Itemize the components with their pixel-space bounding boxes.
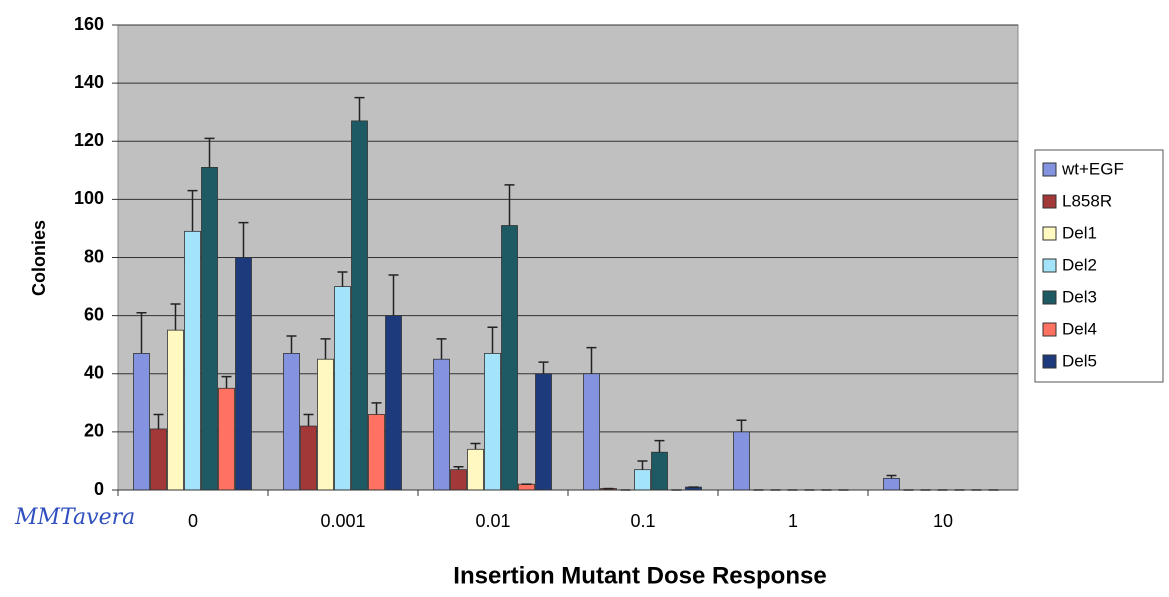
legend-label: Del5 xyxy=(1062,351,1097,370)
y-tick-label: 100 xyxy=(74,188,104,208)
error-bar xyxy=(654,439,665,453)
y-tick-label: 40 xyxy=(84,363,104,383)
legend-swatch xyxy=(1042,226,1057,241)
bar xyxy=(300,425,317,491)
y-tick-label: 160 xyxy=(74,14,104,34)
error-bar xyxy=(354,96,365,121)
error-bar xyxy=(470,442,481,450)
error-bar xyxy=(504,184,515,226)
bar xyxy=(484,353,501,491)
x-tick-label: 1 xyxy=(788,511,798,531)
error-bar xyxy=(320,338,331,360)
error-bar xyxy=(371,402,382,415)
error-bar xyxy=(487,326,498,354)
error-bar xyxy=(153,413,164,429)
bar xyxy=(433,358,450,491)
x-tick-label: 10 xyxy=(933,511,953,531)
legend-swatch xyxy=(1042,322,1057,337)
error-bar xyxy=(736,419,747,432)
x-tick-label: 0.001 xyxy=(320,511,365,531)
bar xyxy=(883,477,900,491)
bar xyxy=(368,414,385,491)
x-tick-label: 0.01 xyxy=(475,511,510,531)
bar xyxy=(150,428,167,491)
error-bar xyxy=(637,460,648,470)
bar xyxy=(167,329,184,491)
error-bar xyxy=(286,335,297,354)
bar xyxy=(501,225,518,491)
legend-swatch xyxy=(1042,290,1057,305)
legend-label: Del2 xyxy=(1062,255,1097,274)
error-bar xyxy=(388,274,399,316)
error-bar xyxy=(303,413,314,427)
legend-label: L858R xyxy=(1062,191,1112,210)
legend-swatch xyxy=(1042,354,1057,369)
bar xyxy=(283,353,300,491)
bar xyxy=(634,469,651,491)
y-tick-label: 140 xyxy=(74,72,104,92)
bar xyxy=(133,353,150,491)
error-bar xyxy=(238,221,249,258)
bar xyxy=(450,469,467,491)
legend-swatch xyxy=(1042,258,1057,273)
error-bar xyxy=(886,474,897,479)
x-tick-label: 0.1 xyxy=(630,511,655,531)
error-bar xyxy=(453,466,464,470)
error-bar xyxy=(436,338,447,360)
y-axis-label: Colonies xyxy=(29,220,49,296)
y-tick-label: 120 xyxy=(74,130,104,150)
legend-label: wt+EGF xyxy=(1061,159,1124,178)
y-tick-label: 80 xyxy=(84,246,104,266)
legend-label: Del1 xyxy=(1062,223,1097,242)
bar xyxy=(235,257,252,491)
error-bar xyxy=(538,361,549,374)
bar xyxy=(467,448,484,491)
bar xyxy=(535,373,552,491)
bar xyxy=(317,358,334,491)
error-bar xyxy=(170,303,181,331)
error-bar xyxy=(221,375,232,389)
error-bar xyxy=(586,346,597,374)
legend-swatch xyxy=(1042,194,1057,209)
legend-label: Del4 xyxy=(1062,319,1097,338)
bar xyxy=(184,230,201,491)
chart-title: Insertion Mutant Dose Response xyxy=(453,562,826,589)
bar xyxy=(651,451,668,491)
bar xyxy=(583,373,600,491)
error-bar xyxy=(337,271,348,287)
error-bar xyxy=(136,311,147,354)
error-bar xyxy=(204,137,215,168)
y-tick-label: 0 xyxy=(94,479,104,499)
y-tick-label: 60 xyxy=(84,304,104,324)
bar xyxy=(218,387,235,491)
bar xyxy=(334,286,351,491)
bar xyxy=(733,431,750,491)
bar xyxy=(201,167,218,491)
error-bar xyxy=(187,189,198,232)
bar xyxy=(518,483,535,491)
x-tick-label: 0 xyxy=(188,511,198,531)
legend-label: Del3 xyxy=(1062,287,1097,306)
legend-swatch xyxy=(1042,162,1057,177)
bar xyxy=(385,315,402,491)
bar xyxy=(351,120,368,491)
y-tick-label: 20 xyxy=(84,421,104,441)
signature: MMTavera xyxy=(14,505,135,530)
